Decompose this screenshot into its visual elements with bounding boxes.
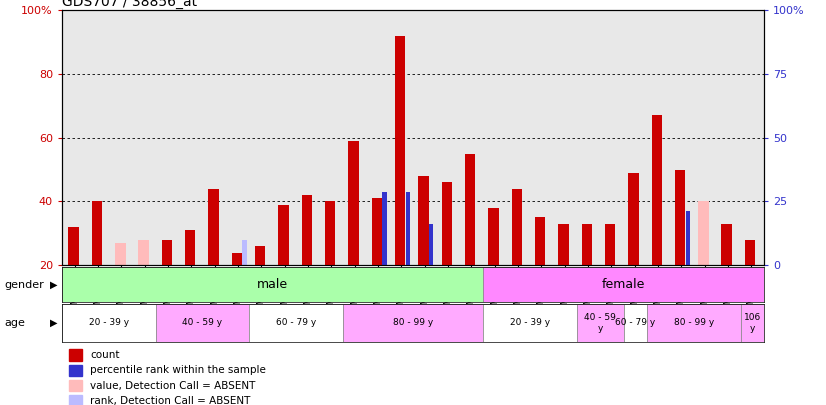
Bar	[615, 265, 620, 320]
Bar	[577, 304, 624, 342]
Text: count: count	[90, 350, 120, 360]
Bar	[69, 227, 78, 265]
Bar	[62, 304, 155, 342]
Text: 20 - 39 y: 20 - 39 y	[510, 318, 550, 328]
Bar	[301, 195, 312, 265]
Bar	[92, 202, 102, 265]
Bar	[115, 243, 126, 265]
Bar	[639, 265, 643, 320]
Text: percentile rank within the sample: percentile rank within the sample	[90, 365, 266, 375]
Text: 106
y: 106 y	[743, 313, 761, 333]
Bar	[359, 265, 363, 320]
Bar	[592, 265, 596, 320]
Bar	[483, 304, 577, 342]
Bar	[488, 208, 499, 265]
Bar	[255, 246, 265, 265]
Bar	[429, 224, 434, 265]
Bar	[372, 198, 382, 265]
Bar	[698, 202, 709, 265]
Text: male: male	[257, 278, 288, 291]
Bar	[185, 230, 196, 265]
Bar	[476, 265, 480, 320]
Text: 40 - 59 y: 40 - 59 y	[183, 318, 222, 328]
Bar	[395, 36, 406, 265]
Bar	[675, 170, 686, 265]
Text: value, Detection Call = ABSENT: value, Detection Call = ABSENT	[90, 381, 255, 391]
Bar	[208, 189, 219, 265]
Bar	[62, 267, 483, 302]
Bar	[535, 217, 545, 265]
Bar	[442, 182, 452, 265]
Text: ▶: ▶	[50, 318, 58, 328]
Bar	[312, 265, 316, 320]
Text: female: female	[602, 278, 645, 291]
Bar	[69, 380, 82, 391]
Bar	[349, 141, 358, 265]
Text: 20 - 39 y: 20 - 39 y	[88, 318, 129, 328]
Bar	[686, 211, 690, 265]
Bar	[406, 192, 410, 265]
Bar	[745, 240, 755, 265]
Bar	[69, 395, 82, 405]
Bar	[465, 153, 476, 265]
Bar	[629, 173, 638, 265]
Bar	[243, 240, 247, 265]
Text: 80 - 99 y: 80 - 99 y	[393, 318, 433, 328]
Bar	[546, 265, 550, 320]
Bar	[382, 192, 387, 265]
Bar	[605, 224, 615, 265]
Bar	[483, 267, 764, 302]
Bar	[662, 265, 667, 320]
Bar	[582, 224, 592, 265]
Bar	[511, 189, 522, 265]
Bar	[558, 224, 568, 265]
Text: 60 - 79 y: 60 - 79 y	[276, 318, 316, 328]
Bar	[721, 224, 732, 265]
Bar	[522, 265, 527, 320]
Text: 60 - 79 y: 60 - 79 y	[615, 318, 656, 328]
Text: rank, Detection Call = ABSENT: rank, Detection Call = ABSENT	[90, 396, 250, 405]
Bar	[69, 365, 82, 376]
Bar	[499, 265, 503, 320]
Bar	[231, 253, 242, 265]
Bar	[652, 115, 662, 265]
Bar	[155, 304, 249, 342]
Bar	[569, 265, 573, 320]
Bar	[249, 304, 343, 342]
Text: 80 - 99 y: 80 - 99 y	[674, 318, 714, 328]
Bar	[162, 240, 172, 265]
Bar	[278, 205, 289, 265]
Bar	[343, 304, 483, 342]
Bar	[418, 176, 429, 265]
Text: 40 - 59
y: 40 - 59 y	[584, 313, 616, 333]
Bar	[453, 265, 457, 320]
Bar	[741, 304, 764, 342]
Bar	[219, 265, 223, 320]
Bar	[138, 240, 149, 265]
Text: GDS707 / 38856_at: GDS707 / 38856_at	[62, 0, 197, 9]
Bar	[289, 265, 293, 320]
Bar	[336, 265, 340, 320]
Bar	[624, 304, 647, 342]
Bar	[69, 350, 82, 361]
Bar	[647, 304, 741, 342]
Text: ▶: ▶	[50, 280, 58, 290]
Bar	[325, 202, 335, 265]
Text: gender: gender	[4, 280, 44, 290]
Text: age: age	[4, 318, 25, 328]
